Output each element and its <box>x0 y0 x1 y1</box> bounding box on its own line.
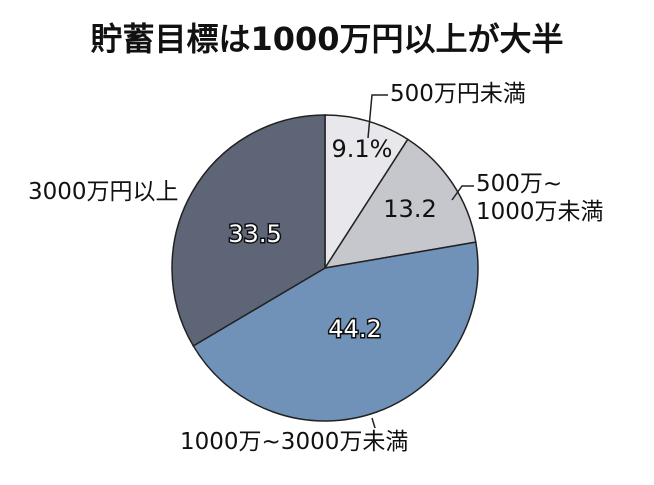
category-label: 500万円未満 <box>388 80 528 108</box>
pie <box>171 114 479 422</box>
leader-line <box>367 94 388 139</box>
value-label: 33.5 <box>228 220 281 248</box>
value-label: 13.2 <box>383 195 436 223</box>
category-label: 3000万円以上 <box>26 178 181 206</box>
value-label: 44.2 <box>328 315 381 343</box>
leader-line <box>451 185 474 201</box>
value-label: 9.1% <box>332 135 393 163</box>
pie-slice <box>192 241 479 422</box>
chart-title: 貯蓄目標は1000万円以上が大半 <box>90 20 564 58</box>
pie-slice <box>171 114 326 347</box>
pie-slice <box>324 114 409 271</box>
category-label: 1000万~3000万未満 <box>178 428 411 456</box>
value-labels: 9.1% 13.2 44.2 33.5 <box>227 135 437 345</box>
category-label: 500万~ 1000万未満 <box>474 170 606 226</box>
pie-slice <box>323 138 477 270</box>
